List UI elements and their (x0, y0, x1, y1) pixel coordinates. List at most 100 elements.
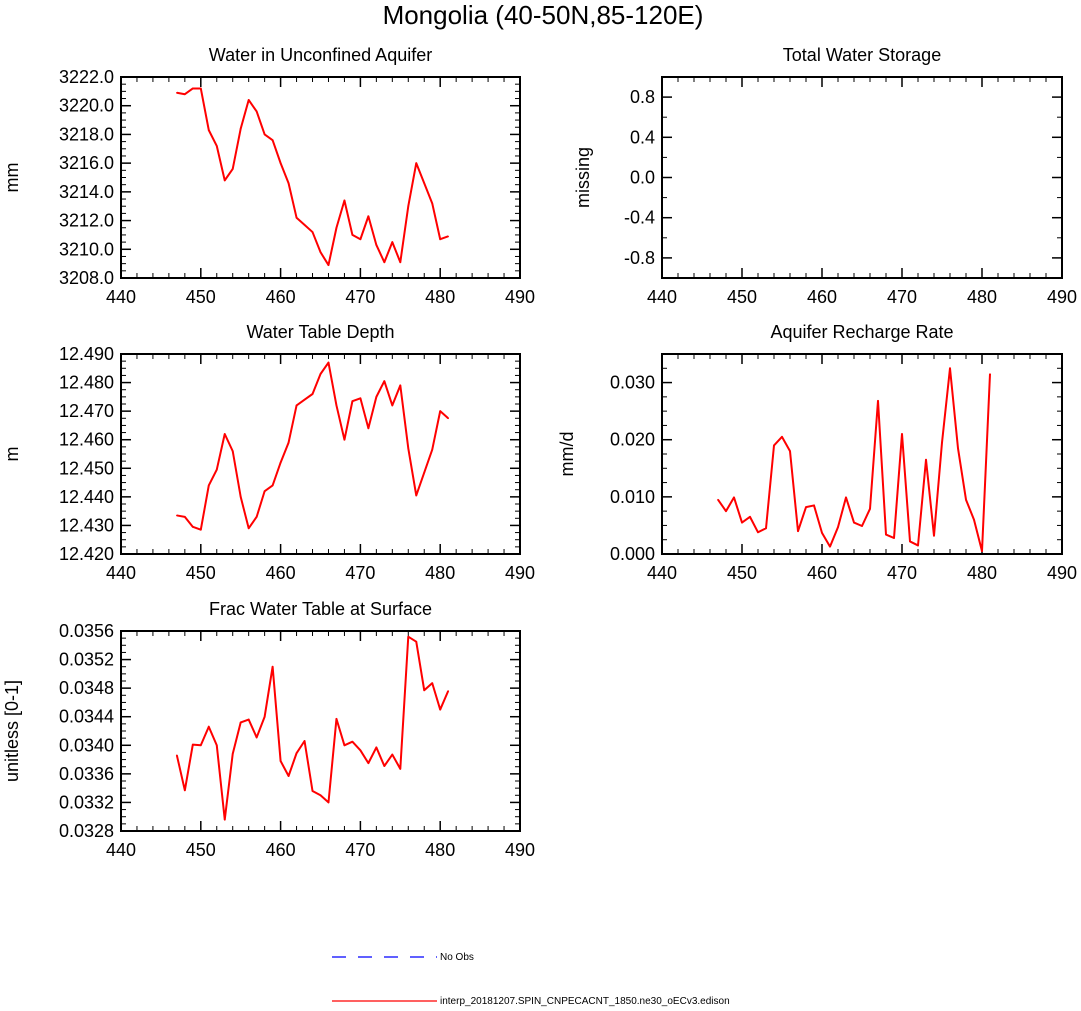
data-point (343, 438, 346, 441)
data-point (359, 749, 362, 752)
y-tick-label: 0.0344 (59, 707, 114, 727)
data-point (231, 168, 234, 170)
data-point (789, 450, 791, 452)
x-tick-label: 470 (345, 563, 375, 583)
y-tick-label: 12.450 (59, 458, 114, 478)
x-tick-label: 440 (106, 840, 136, 860)
y-tick-label: 0.010 (610, 487, 655, 507)
data-point (223, 179, 226, 182)
x-tick-label: 470 (887, 563, 917, 583)
data-point (287, 441, 290, 444)
y-axis-label: mm/d (557, 432, 577, 477)
data-point (957, 447, 959, 450)
series-line-frac-water-table-at-surface (175, 635, 450, 821)
data-point (303, 224, 306, 226)
panel-title: Frac Water Table at Surface (209, 599, 432, 619)
y-tick-label: 12.470 (59, 401, 114, 421)
data-point (901, 433, 903, 435)
y-tick-label: 3222.0 (59, 67, 114, 87)
data-point (869, 508, 871, 510)
data-point (192, 526, 194, 528)
series-line-water-table-depth (176, 361, 449, 531)
y-tick-label: 0.0340 (59, 735, 114, 755)
data-point (391, 241, 394, 243)
panel-title: Total Water Storage (783, 45, 941, 65)
data-point (351, 234, 354, 236)
data-point (829, 545, 831, 548)
y-tick-label: 12.430 (59, 515, 114, 535)
data-point (407, 447, 410, 450)
data-point (215, 744, 218, 747)
y-tick-label: 12.440 (59, 487, 114, 507)
data-point (327, 801, 330, 804)
data-point (231, 450, 234, 452)
y-tick-label: 0.000 (610, 544, 655, 564)
data-point (415, 640, 418, 643)
data-point (893, 537, 895, 539)
data-point (279, 760, 282, 762)
data-point (877, 400, 879, 402)
y-tick-label: 12.460 (59, 430, 114, 450)
data-point (399, 768, 402, 770)
y-tick-label: 0.020 (610, 430, 655, 450)
y-tick-label: 0.0328 (59, 821, 114, 841)
data-point (781, 436, 783, 438)
x-tick-label: 460 (266, 287, 296, 307)
data-point (303, 740, 306, 742)
data-point (279, 461, 282, 464)
data-point (239, 496, 242, 498)
data-point (295, 752, 298, 754)
x-tick-label: 440 (106, 563, 136, 583)
x-tick-label: 490 (505, 840, 535, 860)
data-point (431, 448, 434, 451)
data-point (311, 393, 314, 395)
data-point (335, 404, 338, 407)
data-point (200, 528, 202, 531)
data-point (423, 689, 426, 692)
data-point (853, 521, 855, 524)
data-point (933, 534, 935, 537)
data-point (247, 99, 250, 101)
data-point (837, 526, 839, 528)
data-point (215, 468, 218, 471)
panel-title: Water Table Depth (246, 322, 394, 342)
data-point (749, 516, 751, 518)
data-point (423, 182, 426, 185)
y-tick-label: 3220.0 (59, 96, 114, 116)
data-point (287, 775, 290, 777)
data-point (447, 417, 449, 420)
panel-aquifer-recharge-rate: Aquifer Recharge Rate mm/d 440 450 460 470 480… (557, 322, 1077, 583)
data-point (375, 396, 378, 398)
y-tick-label: 0.0356 (59, 621, 114, 641)
data-point (439, 238, 442, 241)
data-point (255, 110, 258, 113)
data-point (733, 496, 735, 499)
x-tick-label: 440 (106, 287, 136, 307)
x-tick-label: 480 (425, 563, 455, 583)
data-point (343, 744, 346, 747)
plot-frame (661, 76, 1063, 279)
data-point (861, 525, 863, 527)
data-point (327, 361, 330, 364)
data-point (255, 516, 258, 518)
data-point (359, 238, 362, 241)
y-tick-label: 3214.0 (59, 182, 114, 202)
data-point (239, 127, 242, 130)
x-tick-label: 440 (647, 287, 677, 307)
data-point (885, 533, 887, 536)
y-tick-label: 12.480 (59, 373, 114, 393)
x-tick-label: 480 (425, 287, 455, 307)
data-point (311, 790, 314, 792)
x-tick-label: 490 (1047, 563, 1077, 583)
data-point (335, 718, 338, 720)
data-point (295, 216, 298, 219)
x-tick-label: 460 (807, 287, 837, 307)
data-point (207, 129, 210, 131)
series-line-water-in-unconfined-aquifer (176, 87, 449, 267)
panel-water-table-depth: Water Table Depth m 440 450 460 470 480 490 12.4… (2, 322, 535, 583)
data-point (399, 384, 402, 387)
x-tick-label: 490 (505, 287, 535, 307)
data-point (383, 261, 386, 264)
x-tick-label: 450 (727, 287, 757, 307)
x-tick-label: 490 (505, 563, 535, 583)
